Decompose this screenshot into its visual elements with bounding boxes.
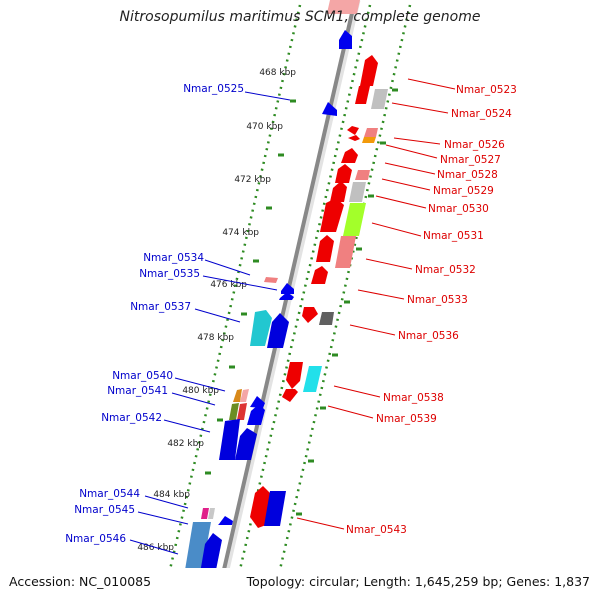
gene-feature[interactable]	[229, 403, 239, 420]
gene-feature[interactable]	[302, 307, 318, 323]
gene-feature[interactable]	[218, 516, 233, 525]
gene-feature[interactable]	[194, 585, 213, 600]
right-ruler-line	[279, 4, 412, 568]
scale-label: 468 kbp	[259, 68, 296, 78]
gene-feature[interactable]	[326, 0, 360, 14]
gene-label-left[interactable]: Nmar_0545	[74, 504, 135, 516]
gene-feature[interactable]	[303, 366, 322, 392]
gene-label-left[interactable]: Nmar_0544	[79, 488, 140, 500]
gene-feature[interactable]	[371, 89, 388, 109]
gene-label-left[interactable]: Nmar_0535	[139, 268, 200, 280]
gene-feature[interactable]	[362, 137, 376, 143]
gene-feature[interactable]	[330, 181, 347, 202]
gene-feature[interactable]	[320, 198, 344, 232]
gene-feature[interactable]	[316, 235, 334, 262]
gene-feature[interactable]	[349, 182, 366, 202]
gene-feature[interactable]	[237, 403, 247, 420]
left-gene-features	[185, 0, 360, 600]
gene-feature[interactable]	[335, 236, 356, 268]
right-ruler-ticks	[296, 88, 398, 516]
gene-feature[interactable]	[267, 313, 289, 348]
gene-feature[interactable]	[319, 312, 334, 325]
gene-feature[interactable]	[286, 362, 303, 389]
scale-label: 480 kbp	[182, 386, 219, 396]
gene-label-right[interactable]: Nmar_0543	[346, 524, 407, 536]
gene-label-right[interactable]: Nmar_0529	[433, 185, 494, 197]
scale-label: 482 kbp	[167, 439, 204, 449]
gene-feature[interactable]	[282, 389, 298, 402]
gene-feature[interactable]	[198, 533, 222, 585]
scale-label: 476 kbp	[210, 280, 247, 290]
gene-label-left[interactable]: Nmar_0546	[65, 533, 126, 545]
gene-label-right[interactable]: Nmar_0532	[415, 264, 476, 276]
gene-feature[interactable]	[208, 508, 215, 519]
scale-label: 474 kbp	[222, 228, 259, 238]
gene-label-right[interactable]: Nmar_0531	[423, 230, 484, 242]
gene-label-right[interactable]: Nmar_0527	[440, 154, 501, 166]
gene-label-right[interactable]: Nmar_0526	[444, 139, 505, 151]
gene-feature[interactable]	[250, 486, 270, 528]
left-label-leaders	[129, 91, 291, 555]
gene-feature[interactable]	[339, 30, 352, 49]
scale-label: 472 kbp	[234, 175, 271, 185]
gene-feature[interactable]	[311, 266, 328, 284]
gene-feature[interactable]	[347, 126, 359, 135]
scale-label: 470 kbp	[246, 122, 283, 132]
gene-feature[interactable]	[240, 389, 249, 402]
gene-feature[interactable]	[219, 419, 240, 460]
gene-feature[interactable]	[343, 203, 366, 236]
gene-feature[interactable]	[364, 128, 378, 137]
gene-label-right[interactable]: Nmar_0523	[456, 84, 517, 96]
accession-text: Accession: NC_010085	[9, 574, 152, 589]
gene-feature[interactable]	[250, 396, 265, 408]
gene-feature[interactable]	[233, 389, 242, 402]
gene-label-right[interactable]: Nmar_0530	[428, 203, 489, 215]
genome-title-overlay: Nitrosopumilus maritimus SCM1, complete …	[119, 9, 481, 25]
gene-label-right[interactable]: Nmar_0539	[376, 413, 437, 425]
right-gene-features	[250, 55, 388, 528]
topology-text: Topology: circular; Length: 1,645,259 bp…	[246, 574, 590, 589]
right-label-leaders	[296, 78, 456, 530]
gene-feature[interactable]	[348, 135, 360, 141]
gene-feature[interactable]	[264, 491, 286, 526]
gene-feature[interactable]	[201, 508, 209, 519]
gene-feature[interactable]	[279, 292, 294, 300]
gene-label-right[interactable]: Nmar_0538	[383, 392, 444, 404]
gene-label-left[interactable]: Nmar_0534	[143, 252, 204, 264]
gene-label-left[interactable]: Nmar_0542	[101, 412, 162, 424]
gene-feature[interactable]	[355, 170, 370, 180]
gene-feature[interactable]	[335, 164, 352, 183]
gene-feature[interactable]	[281, 283, 294, 294]
gene-feature[interactable]	[341, 148, 358, 163]
gene-label-right[interactable]: Nmar_0524	[451, 108, 512, 120]
gene-feature[interactable]	[235, 428, 257, 460]
gene-label-left[interactable]: Nmar_0540	[112, 370, 173, 382]
gene-label-right[interactable]: Nmar_0536	[398, 330, 459, 342]
gene-feature[interactable]	[264, 277, 278, 283]
gene-label-left[interactable]: Nmar_0525	[183, 83, 244, 95]
gene-label-right[interactable]: Nmar_0528	[437, 169, 498, 181]
gene-feature[interactable]	[247, 404, 265, 425]
gene-label-right[interactable]: Nmar_0533	[407, 294, 468, 306]
gene-feature[interactable]	[250, 310, 272, 346]
scale-label: 484 kbp	[153, 490, 190, 500]
gene-label-left[interactable]: Nmar_0541	[107, 385, 168, 397]
gene-feature[interactable]	[355, 86, 370, 104]
scale-label: 478 kbp	[197, 333, 234, 343]
gene-feature[interactable]	[322, 102, 337, 116]
gene-label-left[interactable]: Nmar_0537	[130, 301, 191, 313]
gene-feature[interactable]	[360, 55, 378, 86]
